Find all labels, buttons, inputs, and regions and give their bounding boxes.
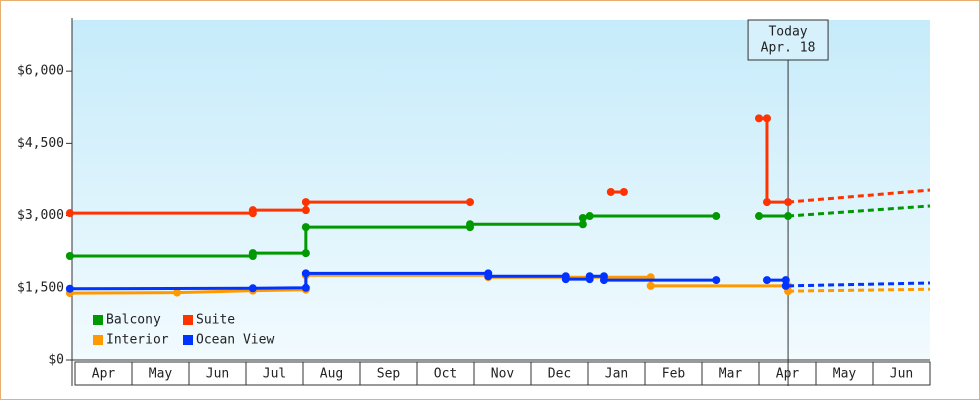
point xyxy=(781,281,790,290)
x-tick-label: May xyxy=(833,367,857,382)
x-tick-label: May xyxy=(149,367,173,382)
y-tick-label: $6,000 xyxy=(17,64,64,79)
point xyxy=(248,284,257,293)
legend-label: Ocean View xyxy=(196,333,274,348)
point xyxy=(484,272,493,281)
x-tick-label: Jan xyxy=(605,367,628,382)
x-tick-label: Aug xyxy=(320,367,343,382)
y-tick-label: $1,500 xyxy=(17,280,64,295)
x-tick-label: Jun xyxy=(206,367,229,382)
point xyxy=(301,223,310,232)
point xyxy=(619,187,628,196)
point xyxy=(466,198,475,207)
today-box xyxy=(747,19,829,61)
x-tick-label: Apr xyxy=(92,367,116,382)
point xyxy=(599,276,608,285)
point xyxy=(712,276,721,285)
point xyxy=(578,213,587,222)
today-label: Apr. 18 xyxy=(761,41,816,56)
x-tick-label: Dec xyxy=(548,367,571,382)
forecast-line xyxy=(788,287,931,293)
forecast-line xyxy=(787,204,931,218)
legend-swatch xyxy=(93,315,103,325)
point xyxy=(561,275,570,284)
x-tick-label: Sep xyxy=(377,367,401,382)
forecast-line xyxy=(787,188,931,204)
point xyxy=(173,288,182,297)
y-tick-label: $3,000 xyxy=(17,208,64,223)
x-tick-label: Oct xyxy=(434,367,457,382)
point xyxy=(762,276,771,285)
legend-swatch xyxy=(183,335,193,345)
point xyxy=(781,276,790,285)
x-tick-label: Nov xyxy=(491,367,515,382)
point xyxy=(65,284,74,293)
point xyxy=(301,283,310,292)
point xyxy=(301,206,310,215)
point xyxy=(762,198,771,207)
point xyxy=(755,212,763,221)
x-tick-label: Mar xyxy=(719,367,743,382)
plot-area xyxy=(72,20,930,360)
point xyxy=(301,198,310,207)
point xyxy=(646,281,655,290)
legend-swatch xyxy=(93,335,103,345)
point xyxy=(301,249,310,258)
y-tick-label: $0 xyxy=(48,353,64,368)
legend-label: Balcony xyxy=(106,313,161,328)
point xyxy=(65,209,74,218)
y-tick-label: $4,500 xyxy=(17,136,64,151)
point xyxy=(606,187,615,196)
point xyxy=(466,220,475,229)
legend-label: Interior xyxy=(106,333,169,348)
x-tick-label: Jun xyxy=(890,367,913,382)
month-box xyxy=(872,361,931,386)
point xyxy=(578,220,587,229)
point xyxy=(762,114,771,123)
today-label: Today xyxy=(768,25,807,40)
forecast-line xyxy=(788,281,931,288)
legend-label: Suite xyxy=(196,313,235,328)
x-tick-label: Feb xyxy=(662,367,686,382)
point xyxy=(712,212,721,221)
point xyxy=(248,249,257,258)
point xyxy=(301,269,310,278)
point xyxy=(248,206,257,215)
point xyxy=(585,212,594,221)
point xyxy=(585,272,594,281)
legend-swatch xyxy=(183,315,193,325)
point xyxy=(65,252,74,261)
point xyxy=(755,114,763,123)
x-tick-label: Jul xyxy=(263,367,286,382)
